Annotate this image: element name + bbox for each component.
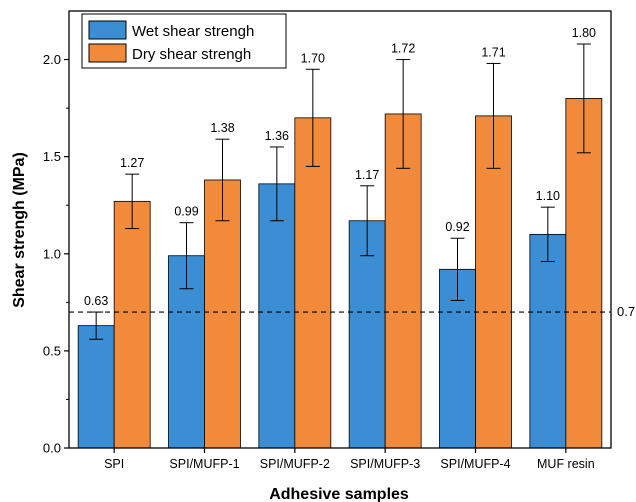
error-bar (540, 206, 555, 263)
error-bar (360, 185, 375, 257)
error-bar (125, 173, 140, 230)
axes: 0.0 0.5 1.0 1.5 2.0 SPI SPI/MUFP-1 SPI/MUFP-2 SP… (43, 10, 612, 471)
value-label: 1.17 (355, 168, 379, 182)
value-label: 1.72 (391, 42, 415, 56)
legend: Wet shear strengh Dry shear strengh (81, 13, 287, 69)
value-label: 0.99 (174, 205, 198, 219)
x-axis-title: Adhesive samples (269, 486, 409, 502)
error-bar (179, 222, 194, 290)
reference-line-label: 0.7 (617, 304, 635, 319)
bar-dry-4 (475, 115, 512, 449)
legend-swatch-wet (88, 20, 127, 40)
y-tick-label: 0.5 (43, 343, 61, 358)
error-bar (215, 138, 230, 222)
plot-area: 0.63 1.27 0.99 1.38 1.36 1.70 1.17 1.72 0.92 1.71… (77, 26, 603, 449)
value-label: 1.38 (210, 121, 234, 135)
value-label: 1.10 (536, 189, 560, 203)
reference-line-group: 0.7 (69, 304, 635, 319)
value-label: 1.27 (120, 156, 144, 170)
value-label: 0.92 (445, 220, 469, 234)
y-tick-label: 1.0 (43, 246, 61, 261)
legend-label-wet: Wet shear strengh (132, 23, 254, 40)
y-tick-label: 0.0 (43, 441, 61, 456)
error-bar (396, 59, 411, 169)
error-bar (305, 68, 320, 167)
error-bar (269, 146, 284, 222)
value-label: 1.71 (481, 45, 505, 59)
legend-label-dry: Dry shear strengh (132, 46, 251, 63)
x-tick-label: MUF resin (537, 457, 595, 471)
bar-wet-2 (258, 183, 296, 449)
x-tick-label: SPI/MUFP-4 (440, 457, 510, 471)
x-tick-label: SPI (104, 457, 124, 471)
plot-frame (68, 10, 612, 449)
x-tick-label: SPI/MUFP-3 (350, 457, 420, 471)
bar-wet-5 (529, 233, 567, 449)
error-bar (486, 62, 501, 169)
y-axis-title: Shear strengh (MPa) (11, 152, 28, 308)
value-label: 0.63 (84, 294, 108, 308)
bar-wet-0 (77, 325, 115, 449)
value-label: 1.80 (572, 26, 596, 40)
error-bar (450, 237, 465, 301)
bar-dry-0 (113, 200, 151, 449)
value-label: 1.70 (301, 51, 325, 65)
y-tick-label: 2.0 (43, 52, 61, 67)
legend-swatch-dry (88, 43, 127, 63)
bar-dry-2 (294, 117, 332, 449)
bar-dry-5 (565, 98, 603, 449)
error-bar (576, 43, 591, 154)
x-tick-label: SPI/MUFP-1 (169, 457, 239, 471)
x-tick-label: SPI/MUFP-2 (260, 457, 330, 471)
value-label: 1.36 (265, 129, 289, 143)
y-tick-label: 1.5 (43, 149, 61, 164)
